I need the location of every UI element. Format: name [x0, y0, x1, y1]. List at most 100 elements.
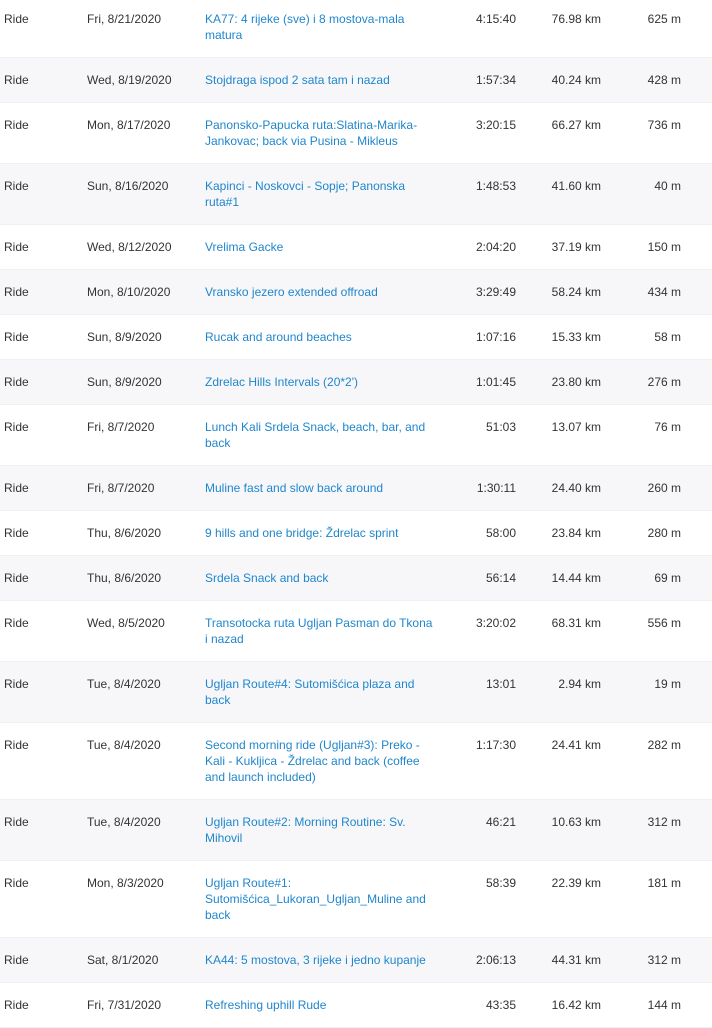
elevation-cell: 428 m — [647, 73, 681, 87]
activity-row: Ride Mon, 8/17/2020 Panonsko-Papucka ruta:… — [0, 103, 712, 164]
date-cell: Wed, 8/19/2020 — [87, 73, 172, 87]
activity-type-cell: Ride — [4, 876, 29, 890]
activity-link[interactable]: Refreshing uphill Rude — [205, 998, 327, 1012]
activity-title-cell: KA77: 4 rijeke (sve) i 8 mostova-mala ma… — [205, 0, 457, 58]
date-cell: Sun, 8/9/2020 — [87, 330, 162, 344]
moving-time-cell: 2:06:13 — [475, 953, 516, 967]
activity-link[interactable]: Srdela Snack and back — [205, 571, 329, 585]
activity-link[interactable]: Ugljan Route#4: Sutomišćica plaza and ba… — [205, 677, 415, 707]
activity-link[interactable]: Transotocka ruta Ugljan Pasman do Tkona … — [205, 616, 433, 646]
date-cell: Wed, 8/12/2020 — [87, 240, 172, 254]
elevation-cell: 69 m — [654, 571, 681, 585]
date-cell: Tue, 8/4/2020 — [87, 677, 161, 691]
activity-row: Ride Wed, 8/5/2020 Transotocka ruta Ugljan… — [0, 601, 712, 662]
activity-title-cell: Vrelima Gacke — [205, 225, 457, 270]
activity-link[interactable]: Vrelima Gacke — [205, 240, 284, 254]
activity-title-cell: Lunch Kali Srdela Snack, beach, bar, and… — [205, 405, 457, 466]
elevation-cell: 276 m — [647, 375, 681, 389]
activity-type-cell: Ride — [4, 953, 29, 967]
distance-cell: 15.33 km — [551, 330, 601, 344]
activity-title-cell: KA44: 5 mostova, 3 rijeke i jedno kupanj… — [205, 938, 457, 983]
activity-link[interactable]: Lunch Kali Srdela Snack, beach, bar, and… — [205, 420, 426, 450]
moving-time-cell: 51:03 — [485, 420, 516, 434]
activity-row: Ride Thu, 8/6/2020 9 hills and one bridge:… — [0, 511, 712, 556]
moving-time-cell: 56:14 — [485, 571, 516, 585]
date-cell: Mon, 8/10/2020 — [87, 285, 171, 299]
activity-link[interactable]: Stojdraga ispod 2 sata tam i nazad — [205, 73, 390, 87]
moving-time-cell: 1:57:34 — [475, 73, 516, 87]
distance-cell: 16.42 km — [551, 998, 601, 1012]
activity-link[interactable]: Kapinci - Noskovci - Sopje; Panonska rut… — [205, 179, 406, 209]
moving-time-cell: 58:39 — [485, 876, 516, 890]
elevation-cell: 736 m — [647, 118, 681, 132]
elevation-cell: 625 m — [647, 12, 681, 26]
activity-row: Ride Mon, 8/10/2020 Vransko jezero extende… — [0, 269, 712, 315]
activity-title-cell: Second morning ride (Ugljan#3): Preko - … — [205, 723, 457, 800]
date-cell: Fri, 8/21/2020 — [87, 12, 162, 26]
activity-type-cell: Ride — [4, 285, 29, 299]
activity-title-cell: Panonsko-Papucka ruta:Slatina-Marika-Jan… — [205, 103, 457, 164]
activity-type-cell: Ride — [4, 118, 29, 132]
activity-type-cell: Ride — [4, 526, 29, 540]
date-cell: Fri, 7/31/2020 — [87, 998, 162, 1012]
elevation-cell: 312 m — [647, 953, 681, 967]
moving-time-cell: 1:07:16 — [475, 330, 516, 344]
distance-cell: 23.84 km — [551, 526, 601, 540]
activity-link[interactable]: KA44: 5 mostova, 3 rijeke i jedno kupanj… — [205, 953, 426, 967]
activity-title-cell: Rucak and around beaches — [205, 315, 457, 360]
activity-row: Ride Fri, 8/7/2020 Lunch Kali Srdela Snack… — [0, 405, 712, 466]
activity-title-cell: Transotocka ruta Ugljan Pasman do Tkona … — [205, 601, 457, 662]
activity-title-cell: Muline fast and slow back around — [205, 466, 457, 511]
activity-link[interactable]: Rucak and around beaches — [205, 330, 352, 344]
date-cell: Fri, 8/7/2020 — [87, 481, 155, 495]
activity-title-cell: Srdela Snack and back — [205, 556, 457, 601]
activity-link[interactable]: Panonsko-Papucka ruta:Slatina-Marika-Jan… — [205, 118, 418, 148]
activity-row: Ride Fri, 7/31/2020 Refreshing uphill Rude… — [0, 983, 712, 1028]
moving-time-cell: 2:04:20 — [475, 240, 516, 254]
date-cell: Mon, 8/17/2020 — [87, 118, 171, 132]
distance-cell: 24.41 km — [551, 738, 601, 752]
moving-time-cell: 1:17:30 — [475, 738, 516, 752]
activity-title-cell: Ugljan Route#2: Morning Routine: Sv. Mih… — [205, 800, 457, 861]
activity-title-cell: 9 hills and one bridge: Ždrelac sprint — [205, 511, 457, 556]
activity-row: Ride Thu, 8/6/2020 Srdela Snack and back 56… — [0, 555, 712, 601]
activity-title-cell: Ugljan Route#4: Sutomišćica plaza and ba… — [205, 662, 457, 723]
activity-link[interactable]: Second morning ride (Ugljan#3): Preko - … — [205, 738, 420, 784]
moving-time-cell: 58:00 — [485, 526, 516, 540]
activity-row: Ride Sun, 8/9/2020 Rucak and around beache… — [0, 315, 712, 360]
activity-type-cell: Ride — [4, 616, 29, 630]
activity-link[interactable]: Zdrelac Hills Intervals (20*2') — [205, 375, 359, 389]
activity-type-cell: Ride — [4, 738, 29, 752]
elevation-cell: 434 m — [647, 285, 681, 299]
moving-time-cell: 3:20:15 — [475, 118, 516, 132]
distance-cell: 10.63 km — [551, 815, 601, 829]
activity-title-cell: Vransko jezero extended offroad — [205, 270, 457, 315]
moving-time-cell: 43:35 — [485, 998, 516, 1012]
date-cell: Mon, 8/3/2020 — [87, 876, 164, 890]
activity-type-cell: Ride — [4, 677, 29, 691]
activity-link[interactable]: 9 hills and one bridge: Ždrelac sprint — [205, 526, 399, 540]
distance-cell: 13.07 km — [551, 420, 601, 434]
activity-link[interactable]: Muline fast and slow back around — [205, 481, 384, 495]
date-cell: Thu, 8/6/2020 — [87, 526, 162, 540]
distance-cell: 40.24 km — [551, 73, 601, 87]
distance-cell: 41.60 km — [551, 179, 601, 193]
distance-cell: 68.31 km — [551, 616, 601, 630]
activity-link[interactable]: Ugljan Route#2: Morning Routine: Sv. Mih… — [205, 815, 406, 845]
distance-cell: 2.94 km — [558, 677, 601, 691]
activity-link[interactable]: Vransko jezero extended offroad — [205, 285, 378, 299]
date-cell: Fri, 8/7/2020 — [87, 420, 155, 434]
moving-time-cell: 4:15:40 — [475, 12, 516, 26]
activity-link[interactable]: Ugljan Route#1: Sutomišćica_Lukoran_Uglj… — [205, 876, 426, 922]
activity-type-cell: Ride — [4, 73, 29, 87]
elevation-cell: 181 m — [647, 876, 681, 890]
activity-title-cell: Kapinci - Noskovci - Sopje; Panonska rut… — [205, 164, 457, 225]
moving-time-cell: 46:21 — [485, 815, 516, 829]
moving-time-cell: 3:20:02 — [475, 616, 516, 630]
activity-link[interactable]: KA77: 4 rijeke (sve) i 8 mostova-mala ma… — [205, 12, 405, 42]
distance-cell: 44.31 km — [551, 953, 601, 967]
distance-cell: 37.19 km — [551, 240, 601, 254]
activity-row: Ride Wed, 8/19/2020 Stojdraga ispod 2 sata… — [0, 57, 712, 103]
